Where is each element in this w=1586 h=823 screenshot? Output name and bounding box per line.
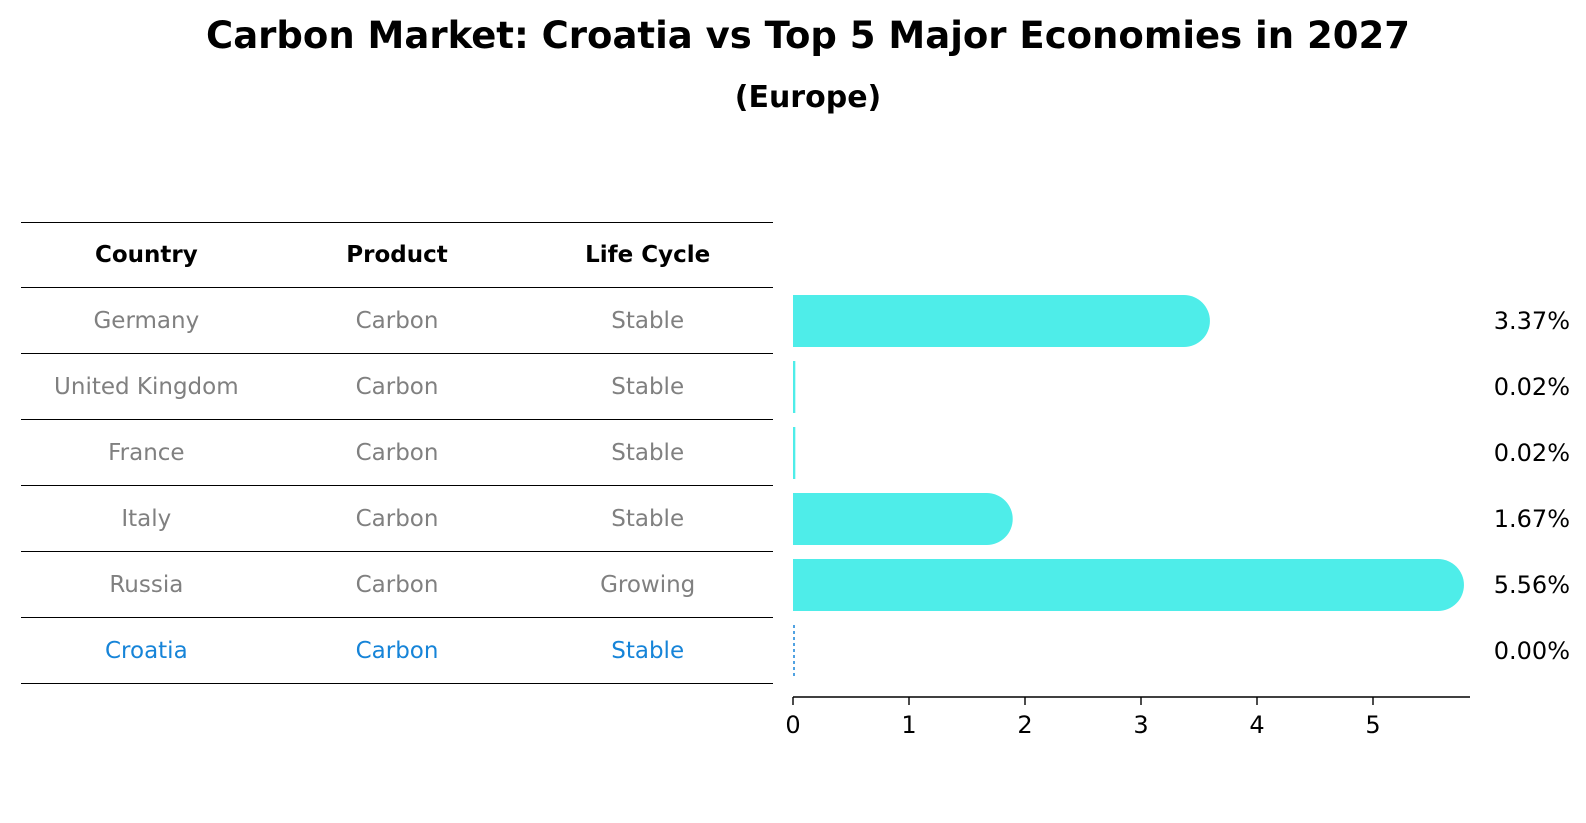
data-table: Country Product Life Cycle Germany Carbo…	[21, 222, 773, 684]
bar	[793, 493, 1013, 545]
table-row: United Kingdom Carbon Stable	[21, 354, 773, 420]
table-row: Russia Carbon Growing	[21, 552, 773, 618]
column-header-life-cycle: Life Cycle	[585, 242, 711, 268]
product-cell: Carbon	[355, 439, 439, 466]
life-cycle-cell: Stable	[611, 439, 685, 466]
country-cell: United Kingdom	[54, 373, 239, 400]
x-tick-label: 3	[1133, 711, 1148, 739]
x-tick-label: 0	[785, 711, 800, 739]
value-label: 3.37%	[1494, 307, 1570, 335]
bar	[793, 427, 796, 479]
column-header-product: Product	[346, 242, 448, 268]
bar	[793, 559, 1464, 611]
chart-subtitle: (Europe)	[734, 80, 882, 115]
value-label: 0.02%	[1494, 439, 1570, 467]
life-cycle-cell: Stable	[611, 637, 685, 664]
chart-title: Carbon Market: Croatia vs Top 5 Major Ec…	[206, 14, 1410, 57]
value-label: 0.02%	[1494, 373, 1570, 401]
life-cycle-cell: Growing	[600, 571, 696, 598]
product-cell: Carbon	[355, 637, 439, 664]
value-label: 0.00%	[1494, 637, 1570, 665]
x-tick-label: 1	[901, 711, 916, 739]
table-row: Germany Carbon Stable	[21, 288, 773, 354]
table-row-highlighted: Croatia Carbon Stable	[21, 618, 773, 684]
value-label: 1.67%	[1494, 505, 1570, 533]
country-cell: France	[108, 439, 185, 466]
product-cell: Carbon	[355, 571, 439, 598]
product-cell: Carbon	[355, 373, 439, 400]
country-cell: Croatia	[104, 637, 188, 664]
bar	[793, 361, 796, 413]
x-tick-label: 4	[1249, 711, 1264, 739]
country-cell: Russia	[109, 571, 184, 598]
country-cell: Germany	[93, 307, 200, 334]
life-cycle-cell: Stable	[611, 373, 685, 400]
table-header-row: Country Product Life Cycle	[21, 222, 773, 288]
column-header-country: Country	[94, 242, 198, 268]
life-cycle-cell: Stable	[611, 307, 685, 334]
table-row: France Carbon Stable	[21, 420, 773, 486]
life-cycle-cell: Stable	[611, 505, 685, 532]
value-label: 5.56%	[1494, 571, 1570, 599]
product-cell: Carbon	[355, 505, 439, 532]
product-cell: Carbon	[355, 307, 439, 334]
x-tick-label: 5	[1365, 711, 1380, 739]
x-tick-label: 2	[1017, 711, 1032, 739]
bar	[793, 295, 1210, 347]
table-row: Italy Carbon Stable	[21, 486, 773, 552]
country-cell: Italy	[121, 505, 172, 532]
